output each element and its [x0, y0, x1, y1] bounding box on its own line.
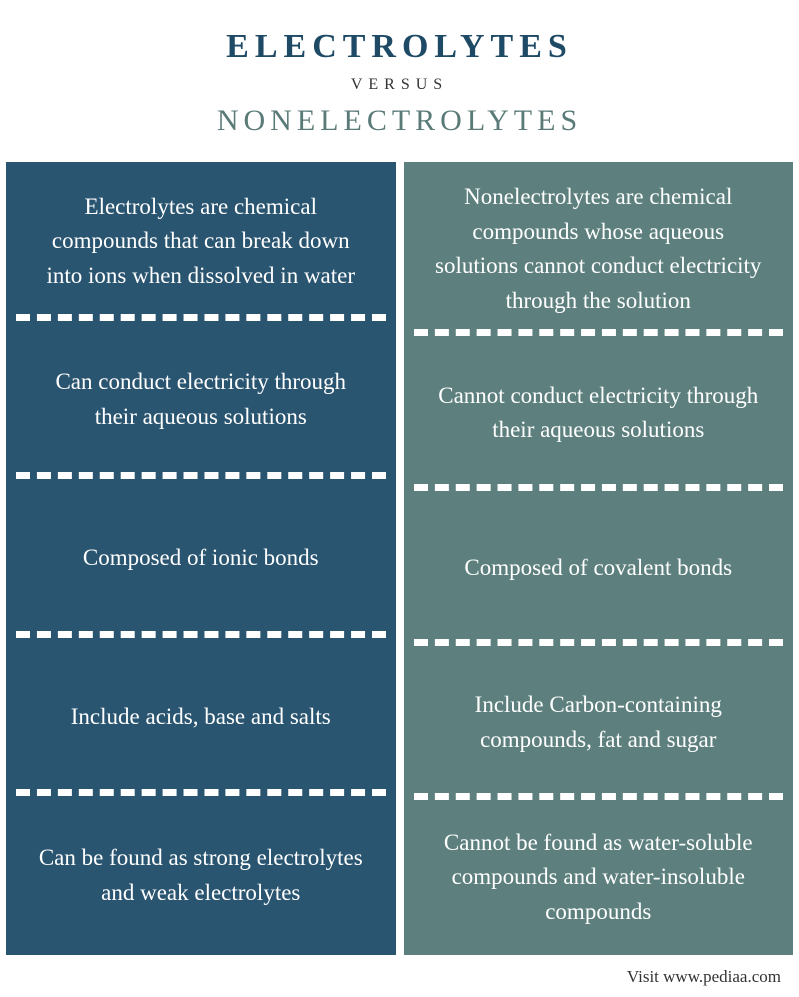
- title-top: ELECTROLYTES: [20, 28, 779, 66]
- header: ELECTROLYTES VERSUS NONELECTROLYTES: [0, 0, 799, 162]
- title-bottom: NONELECTROLYTES: [20, 104, 779, 138]
- left-cell-2: Can conduct electricity through their aq…: [6, 321, 396, 480]
- right-column: Nonelectrolytes are chemical compounds w…: [404, 162, 794, 955]
- left-column: Electrolytes are chemical compounds that…: [6, 162, 396, 955]
- versus-label: VERSUS: [20, 76, 779, 94]
- right-cell-3: Composed of covalent bonds: [404, 491, 794, 646]
- right-cell-2: Cannot conduct electricity through their…: [404, 336, 794, 491]
- left-cell-1: Electrolytes are chemical compounds that…: [6, 162, 396, 321]
- left-cell-3: Composed of ionic bonds: [6, 479, 396, 638]
- left-cell-4: Include acids, base and salts: [6, 638, 396, 797]
- comparison-columns: Electrolytes are chemical compounds that…: [0, 162, 799, 955]
- right-cell-4: Include Carbon-containing compounds, fat…: [404, 646, 794, 801]
- left-cell-5: Can be found as strong electrolytes and …: [6, 796, 396, 955]
- right-cell-5: Cannot be found as water-soluble compoun…: [404, 800, 794, 955]
- footer-text: Visit www.pediaa.com: [0, 955, 799, 997]
- right-cell-1: Nonelectrolytes are chemical compounds w…: [404, 162, 794, 336]
